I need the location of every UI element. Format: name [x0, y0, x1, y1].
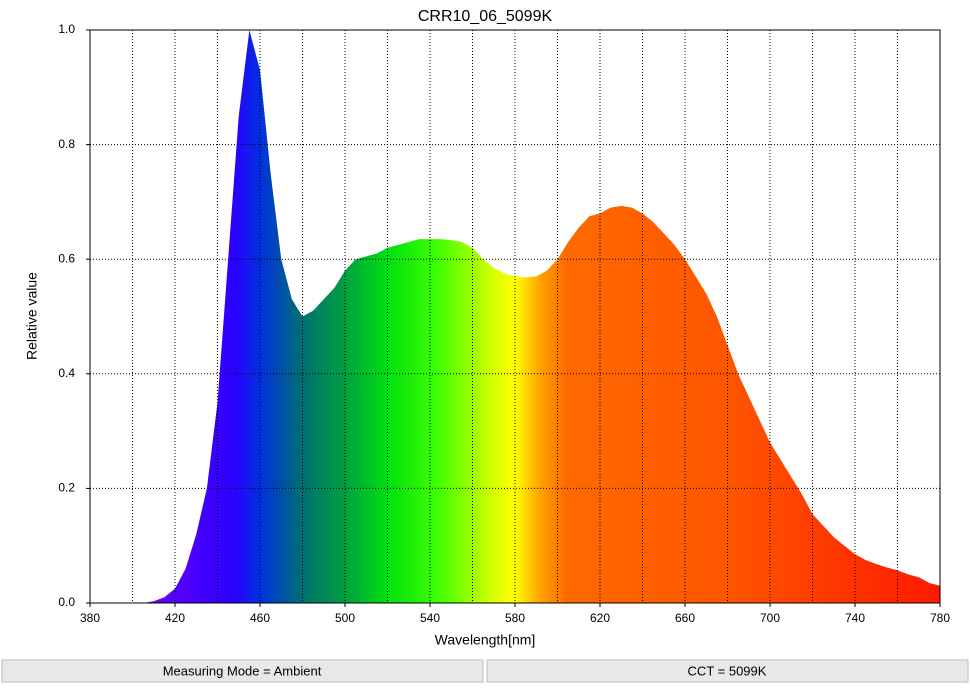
y-tick-label: 0.8: [58, 137, 75, 151]
x-tick-label: 380: [80, 611, 100, 625]
y-tick-label: 0.2: [58, 481, 75, 495]
y-axis-label: Relative value: [24, 272, 40, 360]
status-text: CCT = 5099K: [688, 663, 767, 678]
x-tick-label: 700: [760, 611, 780, 625]
x-tick-label: 740: [845, 611, 865, 625]
y-tick-label: 0.6: [58, 251, 75, 265]
status-box: [1, 659, 484, 683]
y-tick-label: 1.0: [58, 22, 75, 36]
y-tick-label: 0.0: [58, 595, 75, 609]
plot: [90, 30, 940, 603]
x-tick-label: 580: [505, 611, 525, 625]
x-tick-label: 780: [930, 611, 950, 625]
x-tick-label: 460: [250, 611, 270, 625]
spectrum-area: [90, 30, 940, 603]
chart-title: CRR10_06_5099K: [418, 8, 553, 25]
x-tick-label: 500: [335, 611, 355, 625]
status-text: Measuring Mode = Ambient: [163, 663, 322, 678]
x-tick-label: 420: [165, 611, 185, 625]
status-box: [486, 659, 969, 683]
x-axis-label: Wavelength[nm]: [435, 632, 536, 648]
x-tick-label: 540: [420, 611, 440, 625]
x-tick-label: 620: [590, 611, 610, 625]
x-tick-label: 660: [675, 611, 695, 625]
y-tick-label: 0.4: [58, 366, 75, 380]
